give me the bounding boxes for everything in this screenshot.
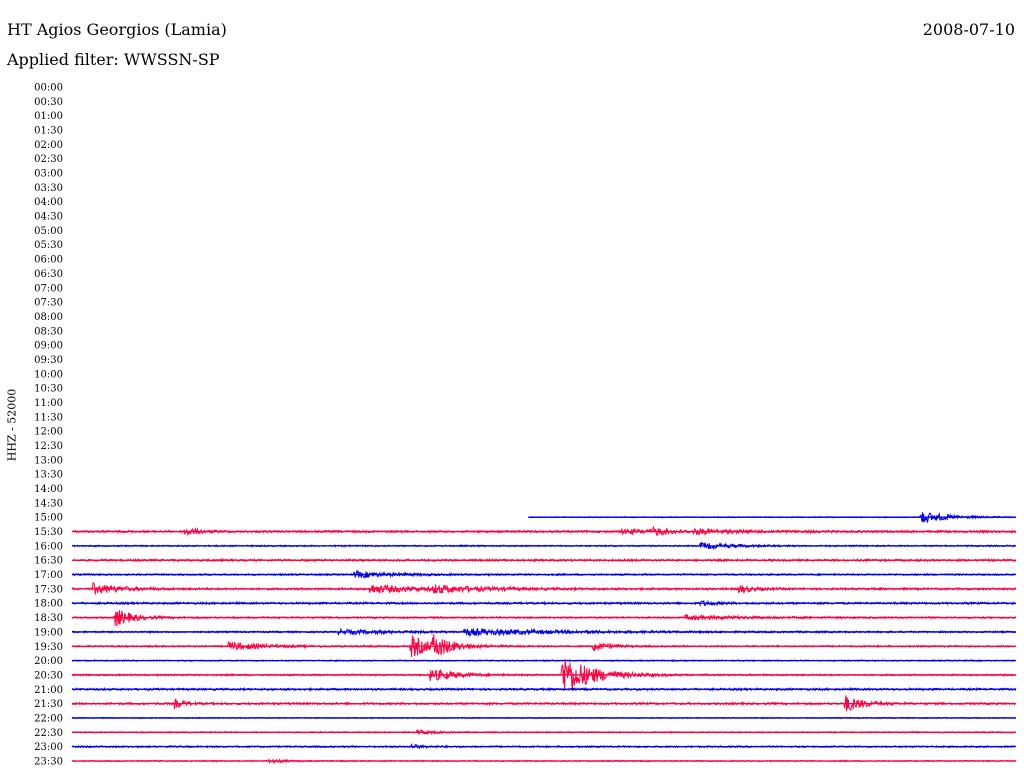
filter-label: Applied filter: WWSSN-SP	[7, 50, 220, 69]
row-label-0800: 08:00	[34, 312, 63, 323]
row-label-0930: 09:30	[34, 355, 63, 366]
row-label-2030: 20:30	[34, 670, 63, 681]
row-label-2100: 21:00	[34, 685, 63, 696]
row-label-0030: 00:30	[34, 97, 63, 108]
row-label-1730: 17:30	[34, 584, 63, 595]
row-label-0730: 07:30	[34, 298, 63, 309]
row-label-1830: 18:30	[34, 613, 63, 624]
row-label-1500: 15:00	[34, 513, 63, 524]
row-label-2300: 23:00	[34, 742, 63, 753]
row-label-0400: 04:00	[34, 197, 63, 208]
row-label-0330: 03:30	[34, 183, 63, 194]
station-title: HT Agios Georgios (Lamia)	[7, 20, 227, 39]
row-label-1300: 13:00	[34, 455, 63, 466]
row-label-0300: 03:00	[34, 169, 63, 180]
row-label-2200: 22:00	[34, 713, 63, 724]
row-label-0230: 02:30	[34, 154, 63, 165]
row-label-0200: 02:00	[34, 140, 63, 151]
row-label-1900: 19:00	[34, 627, 63, 638]
row-label-1100: 11:00	[34, 398, 63, 409]
row-label-0600: 06:00	[34, 255, 63, 266]
row-label-1130: 11:30	[34, 412, 63, 423]
row-label-1530: 15:30	[34, 527, 63, 538]
row-label-1630: 16:30	[34, 556, 63, 567]
row-label-0530: 05:30	[34, 240, 63, 251]
row-label-1930: 19:30	[34, 642, 63, 653]
row-label-1700: 17:00	[34, 570, 63, 581]
row-label-1600: 16:00	[34, 541, 63, 552]
row-label-0430: 04:30	[34, 212, 63, 223]
time-axis-labels: 00:00 00:30 01:00 01:30 02:00 02:30 03:00 03:30…	[34, 83, 63, 768]
row-label-1430: 14:30	[34, 498, 63, 509]
row-label-2230: 22:30	[34, 728, 63, 739]
record-date: 2008-07-10	[922, 20, 1015, 39]
row-label-0130: 01:30	[34, 126, 63, 137]
row-label-2000: 20:00	[34, 656, 63, 667]
row-label-1800: 18:00	[34, 599, 63, 610]
row-label-1200: 12:00	[34, 427, 63, 438]
channel-label: HHZ - 52000	[5, 388, 19, 462]
row-label-0900: 09:00	[34, 341, 63, 352]
row-label-2330: 23:30	[34, 756, 63, 767]
row-label-1000: 10:00	[34, 369, 63, 380]
row-label-0100: 01:00	[34, 111, 63, 122]
row-label-0000: 00:00	[34, 83, 63, 94]
seismogram-traces	[71, 511, 1017, 765]
row-label-1030: 10:30	[34, 384, 63, 395]
row-label-0630: 06:30	[34, 269, 63, 280]
row-label-2130: 21:30	[34, 699, 63, 710]
row-label-1330: 13:30	[34, 470, 63, 481]
trace-1930	[71, 634, 1017, 658]
row-label-0830: 08:30	[34, 326, 63, 337]
row-label-0700: 07:00	[34, 283, 63, 294]
row-label-1230: 12:30	[34, 441, 63, 452]
row-label-0500: 05:00	[34, 226, 63, 237]
row-label-1400: 14:00	[34, 484, 63, 495]
